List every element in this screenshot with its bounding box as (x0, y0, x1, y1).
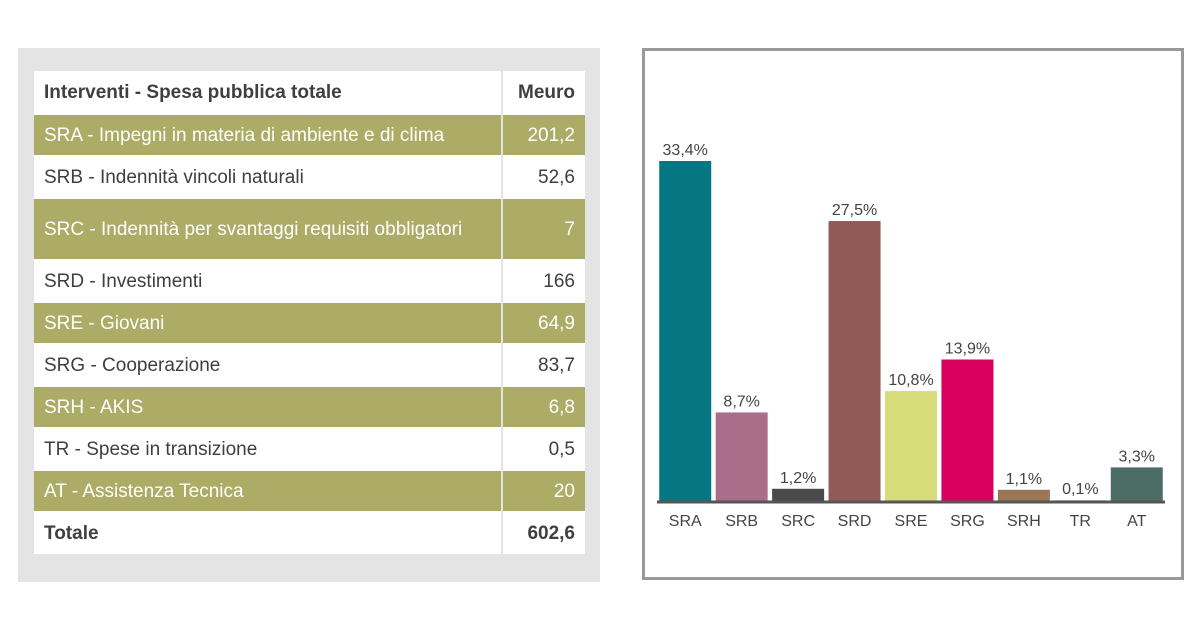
spending-table: Interventi - Spesa pubblica totale Meuro… (34, 71, 585, 554)
row-value: 0,5 (500, 427, 585, 470)
category-label: SRE (895, 513, 928, 530)
row-label: SRH - AKIS (34, 385, 502, 428)
row-value: 20 (500, 469, 585, 512)
table-row: AT - Assistenza Tecnica 20 (34, 469, 585, 512)
bar-srd (828, 221, 881, 501)
header-label: Interventi - Spesa pubblica totale (44, 81, 342, 103)
total-label: Totale (34, 511, 502, 554)
row-label: AT - Assistenza Tecnica (34, 469, 502, 512)
table-row: TR - Spese in transizione 0,5 (34, 427, 585, 470)
row-value: 6,8 (500, 385, 585, 428)
bar-value-label: 13,9% (945, 341, 990, 358)
row-label: SRD - Investimenti (34, 259, 502, 302)
row-value: 166 (500, 259, 585, 302)
bar-value-label: 10,8% (888, 372, 933, 389)
bar-value-label: 33,4% (663, 142, 708, 159)
row-label: SRG - Cooperazione (34, 343, 502, 386)
bar-value-label: 8,7% (723, 393, 759, 410)
row-label: SRB - Indennità vincoli naturali (34, 155, 502, 198)
bar-value-label: 1,2% (780, 470, 816, 487)
table-row: SRA - Impegni in materia di ambiente e d… (34, 113, 585, 156)
bar-value-label: 3,3% (1119, 448, 1155, 465)
row-value: 52,6 (500, 155, 585, 198)
bar-chart: 33,4% SRA 8,7% SRB 1,2% SRC 27,5% SRD 10,8% SRE 13… (657, 142, 1165, 530)
bar-tr (1054, 499, 1107, 501)
chart-panel: 33,4% SRA 8,7% SRB 1,2% SRC 27,5% SRD 10,8% SRE 13… (642, 48, 1184, 580)
table-row: SRB - Indennità vincoli naturali 52,6 (34, 155, 585, 198)
category-label: SRA (669, 513, 702, 530)
table-row: SRE - Giovani 64,9 (34, 301, 585, 344)
row-value: 201,2 (500, 113, 585, 156)
category-label: SRB (725, 513, 758, 530)
bar-src (772, 488, 825, 501)
bar-at (1110, 467, 1163, 501)
table-row: SRG - Cooperazione 83,7 (34, 343, 585, 386)
row-label: TR - Spese in transizione (34, 427, 502, 470)
bar-value-label: 27,5% (832, 202, 877, 219)
bar-sre (885, 391, 937, 501)
category-label: TR (1070, 513, 1091, 530)
category-label: AT (1127, 513, 1146, 530)
bar-sra (659, 161, 712, 501)
bar-srg (941, 359, 994, 501)
table-total-row: Totale 602,6 (34, 511, 585, 554)
table-row: SRC - Indennità per svantaggi requisiti … (34, 197, 585, 260)
category-label: SRD (838, 513, 872, 530)
table-row: SRH - AKIS 6,8 (34, 385, 585, 428)
bar-value-label: 1,1% (1006, 471, 1042, 488)
row-value: 83,7 (500, 343, 585, 386)
category-label: SRH (1007, 513, 1041, 530)
table-panel: Interventi - Spesa pubblica totale Meuro… (18, 48, 600, 582)
row-value: 7 (500, 197, 585, 260)
bar-value-label: 0,1% (1062, 481, 1098, 498)
bar-srh (997, 489, 1050, 501)
table-header-row: Interventi - Spesa pubblica totale Meuro (34, 71, 585, 114)
bar-srb (715, 412, 768, 501)
total-value: 602,6 (500, 511, 585, 554)
category-label: SRG (950, 513, 985, 530)
row-label: SRA - Impegni in materia di ambiente e d… (34, 113, 502, 156)
table-row: SRD - Investimenti 166 (34, 259, 585, 302)
category-label: SRC (781, 513, 815, 530)
row-label: SRC - Indennità per svantaggi requisiti … (34, 197, 502, 260)
header-unit: Meuro (500, 71, 585, 114)
row-label: SRE - Giovani (34, 301, 502, 344)
row-value: 64,9 (500, 301, 585, 344)
